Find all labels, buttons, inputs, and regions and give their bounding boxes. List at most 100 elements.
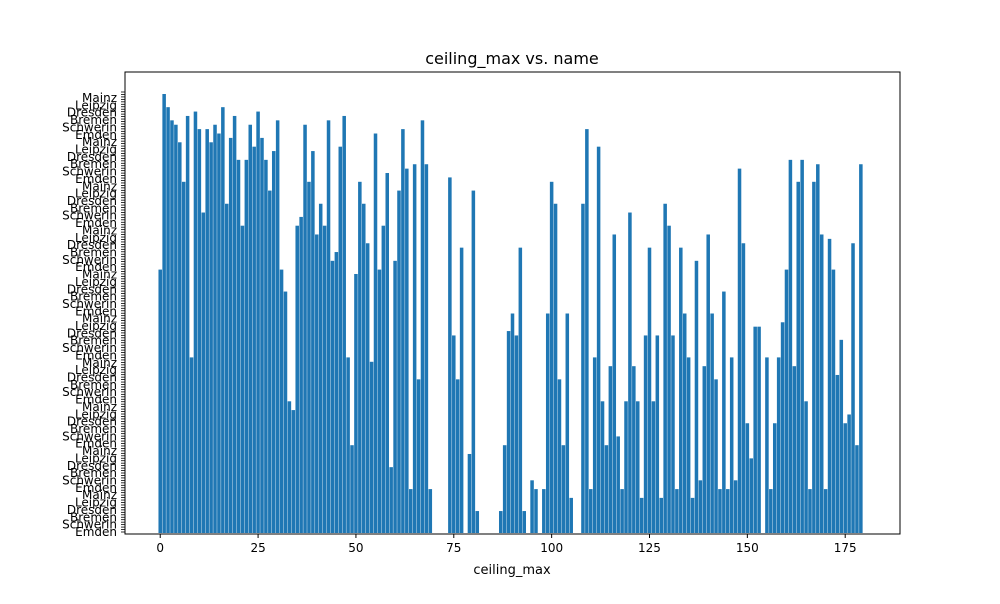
- bar: [659, 497, 663, 533]
- x-tick-label: 0: [156, 541, 164, 555]
- y-tick-label: Leipzig: [75, 363, 117, 377]
- bar: [342, 115, 346, 533]
- bar: [260, 137, 264, 533]
- bar: [772, 423, 777, 533]
- bar: [448, 177, 452, 533]
- bar: [686, 357, 691, 533]
- bar: [655, 335, 660, 533]
- bar: [690, 497, 695, 533]
- bar: [178, 142, 182, 534]
- bar: [647, 247, 652, 533]
- bar: [358, 181, 362, 534]
- bar: [675, 489, 679, 533]
- bar: [506, 331, 511, 533]
- bar: [268, 190, 272, 533]
- y-tick-label: Bremen: [70, 290, 117, 304]
- bar: [784, 269, 789, 533]
- bar: [620, 489, 624, 533]
- y-tick-label: Mainz: [82, 400, 117, 414]
- bars-group: [158, 94, 863, 534]
- bar: [757, 326, 761, 533]
- y-tick-label: Emden: [75, 437, 117, 451]
- y-axis-ticks: EmdenSchwerinBremenDresdenLeipzigMainzEm…: [62, 91, 125, 539]
- bar: [765, 357, 769, 533]
- bar: [792, 366, 797, 533]
- bar: [800, 159, 804, 533]
- bar: [185, 115, 190, 533]
- bar: [315, 234, 319, 534]
- bar: [405, 168, 409, 533]
- y-tick-label: Dresden: [67, 106, 117, 120]
- y-tick-label: Dresden: [67, 150, 117, 164]
- bar: [718, 489, 722, 533]
- bar: [729, 357, 734, 533]
- y-tick-label: Bremen: [70, 201, 117, 215]
- bar: [377, 269, 382, 533]
- bar: [295, 225, 299, 533]
- y-tick-label: Schwerin: [62, 165, 117, 179]
- bar: [338, 146, 343, 533]
- bar: [823, 489, 828, 533]
- y-tick-label: Bremen: [70, 113, 117, 127]
- bar: [174, 124, 178, 533]
- y-tick-label: Mainz: [82, 312, 117, 326]
- bar: [608, 366, 613, 533]
- y-tick-label: Bremen: [70, 334, 117, 348]
- bar: [592, 357, 597, 533]
- bar: [788, 159, 793, 533]
- x-tick-label: 75: [446, 541, 461, 555]
- bar: [545, 313, 550, 533]
- bar: [667, 225, 671, 533]
- y-tick-label: Mainz: [82, 356, 117, 370]
- y-tick-label: Schwerin: [62, 518, 117, 532]
- bar: [228, 137, 233, 533]
- bar: [616, 436, 620, 533]
- bar: [847, 414, 851, 533]
- bar: [714, 379, 718, 533]
- bar: [706, 234, 710, 534]
- bar: [452, 335, 456, 533]
- x-axis-ticks: 0 25 50 75 100 125 150 175: [156, 534, 857, 555]
- bar: [542, 489, 546, 533]
- bar: [330, 260, 335, 533]
- bar: [397, 190, 401, 533]
- bar: [600, 401, 605, 533]
- bar: [663, 203, 667, 533]
- bar: [264, 159, 268, 533]
- y-tick-label: Schwerin: [62, 209, 117, 223]
- bar: [369, 361, 374, 533]
- bar: [702, 366, 707, 533]
- bar: [307, 181, 311, 534]
- bar: [221, 107, 225, 534]
- bar: [549, 181, 554, 534]
- bar: [299, 216, 303, 534]
- bar: [201, 212, 206, 533]
- x-axis-label: ceiling_max: [473, 563, 551, 578]
- bar: [514, 335, 519, 533]
- bar: [252, 146, 256, 533]
- bar: [322, 225, 327, 533]
- bar: [213, 124, 217, 533]
- y-tick-label: Leipzig: [75, 451, 117, 465]
- y-tick-label: Schwerin: [62, 474, 117, 488]
- bar: [291, 410, 296, 533]
- bar: [643, 335, 648, 533]
- y-tick-label: Dresden: [67, 415, 117, 429]
- bar: [389, 467, 393, 533]
- bar: [217, 133, 221, 533]
- y-tick-label: Bremen: [70, 510, 117, 524]
- y-tick-label: Emden: [75, 260, 117, 274]
- bar: [518, 247, 523, 533]
- bar: [859, 164, 863, 534]
- bar: [510, 313, 515, 533]
- bar: [354, 273, 358, 533]
- bar: [158, 269, 162, 533]
- y-tick-label: Mainz: [82, 488, 117, 502]
- y-tick-label: Bremen: [70, 422, 117, 436]
- bar: [589, 489, 593, 533]
- bar: [240, 225, 245, 533]
- bar: [694, 260, 699, 533]
- y-tick-label: Mainz: [82, 135, 117, 149]
- bar: [455, 379, 460, 533]
- bar: [181, 181, 186, 534]
